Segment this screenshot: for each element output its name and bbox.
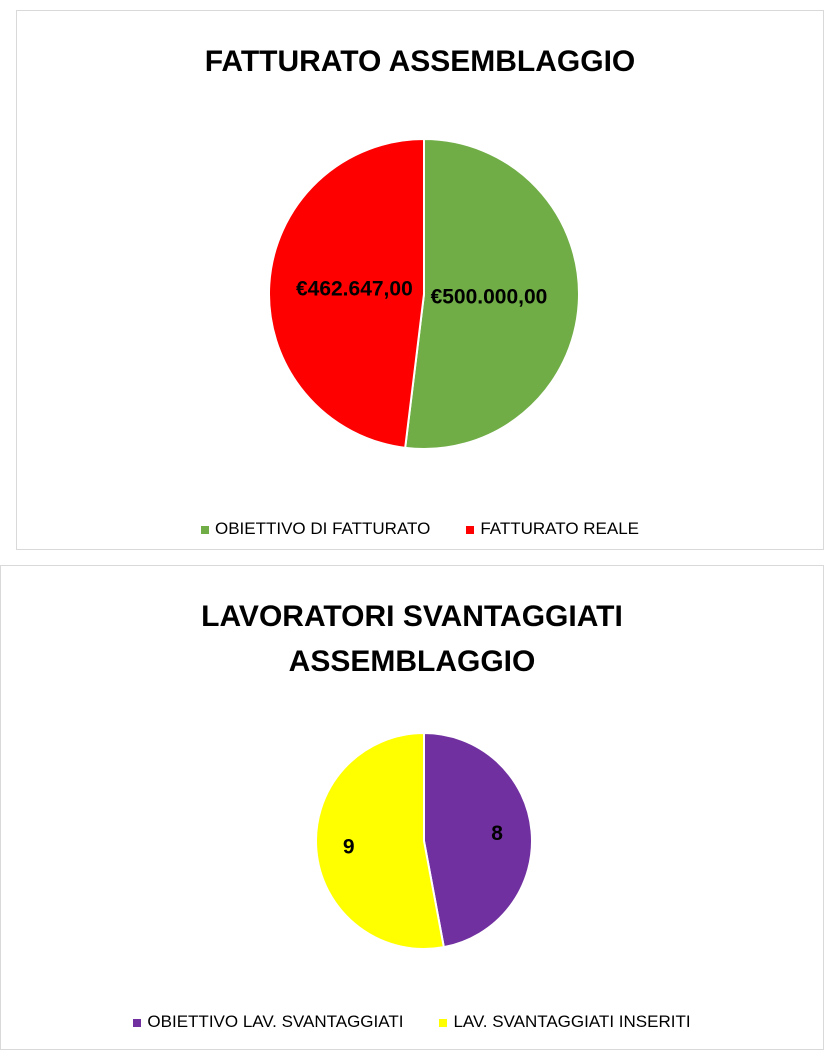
legend-label: OBIETTIVO LAV. SVANTAGGIATI <box>147 1012 404 1031</box>
legend-swatch <box>466 525 475 534</box>
legend-item: OBIETTIVO LAV. SVANTAGGIATI <box>133 1012 403 1031</box>
data-label: €500.000,00 <box>431 286 548 309</box>
legend-label: FATTURATO REALE <box>480 519 640 538</box>
pie-chart: €500.000,00 €462.647,00 <box>268 137 580 450</box>
pie-slice <box>404 137 580 450</box>
pie-slice <box>315 731 446 950</box>
pie-slice <box>423 731 533 949</box>
pie-slice <box>268 137 425 449</box>
legend-item: LAV. SVANTAGGIATI INSERITI <box>439 1012 691 1031</box>
data-label: 9 <box>343 836 355 859</box>
legend-item: OBIETTIVO DI FATTURATO <box>200 519 431 538</box>
legend-swatch <box>133 1018 142 1027</box>
legend-item: FATTURATO REALE <box>466 519 639 538</box>
chart-title: LAVORATORI SVANTAGGIATI ASSEMBLAGGIO <box>201 600 623 678</box>
pie-chart: 89 <box>315 731 533 950</box>
data-label: 8 <box>491 822 503 845</box>
legend: OBIETTIVO DI FATTURATO FATTURATO REALE <box>17 519 823 539</box>
chart-panel: 8 9 LAVORATORI SVANTAGGIATI ASSEMBLAGGIO OB… <box>0 565 824 1050</box>
chart-panel: €500.000,00 €462.647,00 FATTURATO ASSEMBLA… <box>16 10 824 550</box>
legend-swatch <box>200 525 209 534</box>
legend-label: LAV. SVANTAGGIATI INSERITI <box>453 1012 691 1031</box>
legend-label: OBIETTIVO DI FATTURATO <box>214 519 431 538</box>
legend: OBIETTIVO LAV. SVANTAGGIATI LAV. SVANTAGG… <box>1 1012 823 1032</box>
data-label: €462.647,00 <box>296 277 413 300</box>
chart-title: FATTURATO ASSEMBLAGGIO <box>204 45 636 78</box>
legend-swatch <box>439 1018 448 1027</box>
